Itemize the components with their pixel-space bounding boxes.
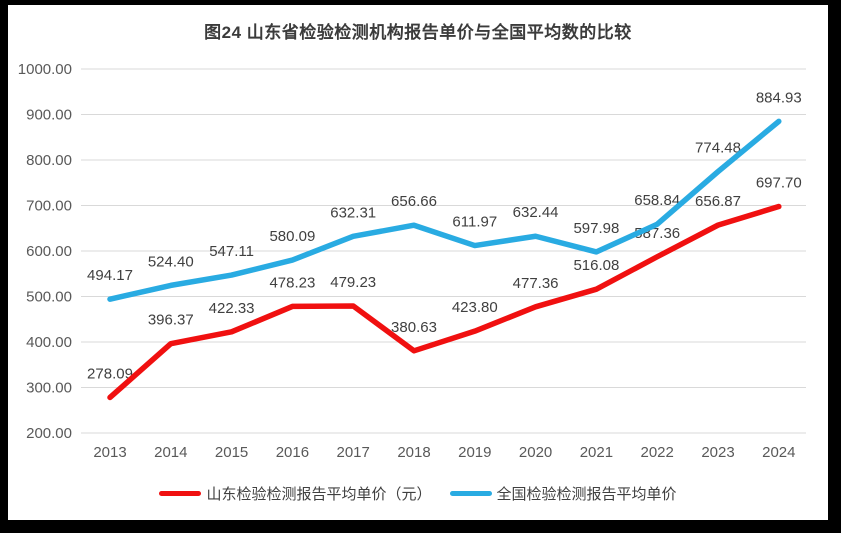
x-tick-label: 2021 [580, 444, 613, 461]
x-tick-label: 2015 [215, 444, 248, 461]
legend-swatch-national [449, 491, 492, 496]
y-tick-label: 400.00 [26, 334, 72, 351]
x-tick-label: 2018 [397, 444, 430, 461]
data-label: 479.23 [330, 274, 376, 291]
x-tick-label: 2020 [519, 444, 552, 461]
data-label: 524.40 [148, 253, 194, 270]
y-tick-label: 300.00 [26, 380, 72, 397]
series-line-1 [107, 118, 782, 302]
chart-title: 图24 山东省检验检测机构报告单价与全国平均数的比较 [204, 23, 632, 42]
data-label: 774.48 [695, 140, 741, 157]
data-label: 516.08 [573, 257, 619, 274]
x-tick-label: 2016 [276, 444, 309, 461]
legend-label-national: 全国检验检测报告平均单价 [496, 486, 677, 503]
chart-canvas: 图24 山东省检验检测机构报告单价与全国平均数的比较 1000.00 900.00… [8, 5, 828, 520]
y-tick-label: 500.00 [26, 289, 72, 306]
x-tick-label: 2022 [641, 444, 674, 461]
data-label: 597.98 [573, 220, 619, 237]
line-chart-plot: 1000.00 900.00 800.00 700.00 600.00 500.00 400… [18, 61, 806, 461]
x-tick-label: 2024 [762, 444, 795, 461]
data-label: 422.33 [209, 300, 255, 317]
data-label: 656.87 [695, 193, 741, 210]
y-tick-label: 900.00 [26, 107, 72, 124]
x-tick-label: 2023 [701, 444, 734, 461]
data-label: 380.63 [391, 319, 437, 336]
data-label: 611.97 [452, 214, 497, 231]
y-tick-label: 200.00 [26, 425, 72, 442]
y-tick-label: 1000.00 [18, 61, 72, 78]
legend-item-national: 全国检验检测报告平均单价 [449, 483, 677, 504]
x-tick-label: 2019 [458, 444, 491, 461]
data-label: 477.36 [513, 275, 559, 292]
data-label: 658.84 [634, 192, 680, 209]
x-tick-label: 2014 [154, 444, 187, 461]
data-label: 423.80 [452, 299, 498, 316]
data-label: 278.09 [87, 365, 133, 382]
y-tick-label: 600.00 [26, 243, 72, 260]
data-label: 396.37 [148, 312, 194, 329]
series-line-0 [107, 203, 782, 401]
legend-label-shandong: 山东检验检测报告平均单价（元） [206, 486, 432, 503]
data-label: 632.31 [330, 204, 376, 221]
data-label: 547.11 [209, 243, 254, 260]
legend-item-shandong: 山东检验检测报告平均单价（元） [159, 483, 432, 504]
data-label: 656.66 [391, 193, 437, 210]
x-tick-label: 2017 [337, 444, 370, 461]
data-label: 884.93 [756, 89, 802, 106]
data-label: 697.70 [756, 175, 802, 192]
data-label: 580.09 [269, 228, 315, 245]
y-tick-label: 700.00 [26, 198, 72, 215]
legend: 山东检验检测报告平均单价（元） 全国检验检测报告平均单价 [8, 483, 828, 504]
data-label: 632.44 [513, 204, 559, 221]
legend-swatch-shandong [159, 491, 202, 496]
data-label: 478.23 [269, 274, 315, 291]
data-label: 494.17 [87, 267, 133, 284]
x-tick-label: 2013 [93, 444, 126, 461]
y-tick-label: 800.00 [26, 152, 72, 169]
